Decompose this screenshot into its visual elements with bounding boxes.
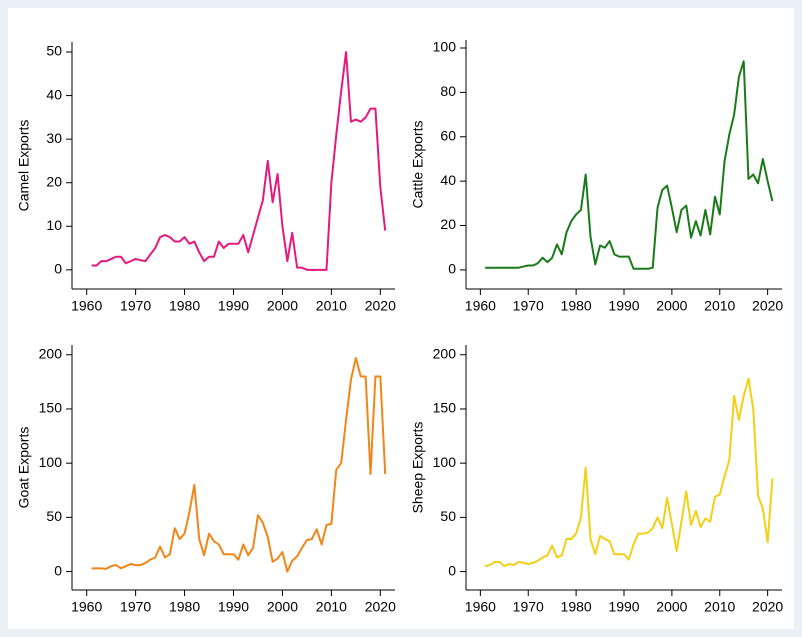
y-tick-label: 0 — [54, 562, 62, 578]
y-tick-label: 0 — [448, 562, 456, 578]
x-tick-label: 1980 — [561, 298, 592, 314]
y-tick-label: 150 — [39, 400, 63, 416]
y-tick-label: 150 — [433, 400, 457, 416]
y-tick-label: 0 — [54, 261, 62, 277]
x-tick-label: 2010 — [704, 298, 735, 314]
x-tick-label: 2000 — [267, 298, 298, 314]
y-tick-label: 50 — [440, 508, 456, 524]
data-line — [485, 60, 774, 270]
x-tick-label: 1980 — [169, 298, 200, 314]
data-line — [484, 377, 774, 568]
x-tick-label: 2010 — [316, 298, 347, 314]
x-tick-label: 1990 — [608, 298, 639, 314]
y-tick-label: 50 — [46, 43, 62, 59]
x-tick-label: 2020 — [752, 599, 783, 615]
y-tick-label: 60 — [440, 127, 456, 143]
y-tick-label: 10 — [46, 217, 62, 233]
y-tick-label: 40 — [440, 172, 456, 188]
y-tick-label: 20 — [46, 173, 62, 189]
x-tick-label: 1980 — [561, 599, 592, 615]
x-tick-label: 1970 — [513, 298, 544, 314]
x-tick-label: 1970 — [513, 599, 544, 615]
x-tick-label: 1960 — [465, 599, 496, 615]
x-tick-label: 2020 — [365, 298, 396, 314]
y-tick-label: 80 — [440, 83, 456, 99]
x-tick-label: 2020 — [752, 298, 783, 314]
y-tick-label: 50 — [46, 508, 62, 524]
x-tick-label: 2020 — [365, 599, 396, 615]
y-tick-label: 30 — [46, 130, 62, 146]
x-tick-label: 1990 — [218, 298, 249, 314]
y-tick-label: 200 — [39, 345, 63, 361]
x-tick-label: 2000 — [267, 599, 298, 615]
y-tick-label: 100 — [39, 454, 63, 470]
y-tick-label: 200 — [433, 345, 457, 361]
x-tick-label: 1960 — [71, 599, 102, 615]
data-line — [91, 357, 387, 573]
x-tick-label: 2000 — [656, 298, 687, 314]
x-tick-label: 2000 — [656, 599, 687, 615]
y-axis-label: Cattle Exports — [410, 121, 426, 209]
y-tick-label: 0 — [448, 261, 456, 277]
x-tick-label: 1970 — [120, 599, 151, 615]
x-tick-label: 2010 — [704, 599, 735, 615]
x-tick-label: 1980 — [169, 599, 200, 615]
x-tick-label: 1990 — [218, 599, 249, 615]
x-tick-label: 1960 — [71, 298, 102, 314]
data-line — [91, 51, 387, 271]
y-axis-label: Camel Exports — [16, 120, 32, 212]
y-tick-label: 20 — [440, 216, 456, 232]
x-tick-label: 1990 — [608, 599, 639, 615]
x-tick-label: 1960 — [465, 298, 496, 314]
x-tick-label: 1970 — [120, 298, 151, 314]
x-tick-label: 2010 — [316, 599, 347, 615]
y-tick-label: 100 — [433, 454, 457, 470]
y-axis-label: Goat Exports — [16, 427, 32, 509]
plot-background — [8, 8, 794, 629]
y-tick-label: 40 — [46, 86, 62, 102]
y-tick-label: 100 — [433, 39, 457, 55]
y-axis-label: Sheep Exports — [410, 422, 426, 514]
